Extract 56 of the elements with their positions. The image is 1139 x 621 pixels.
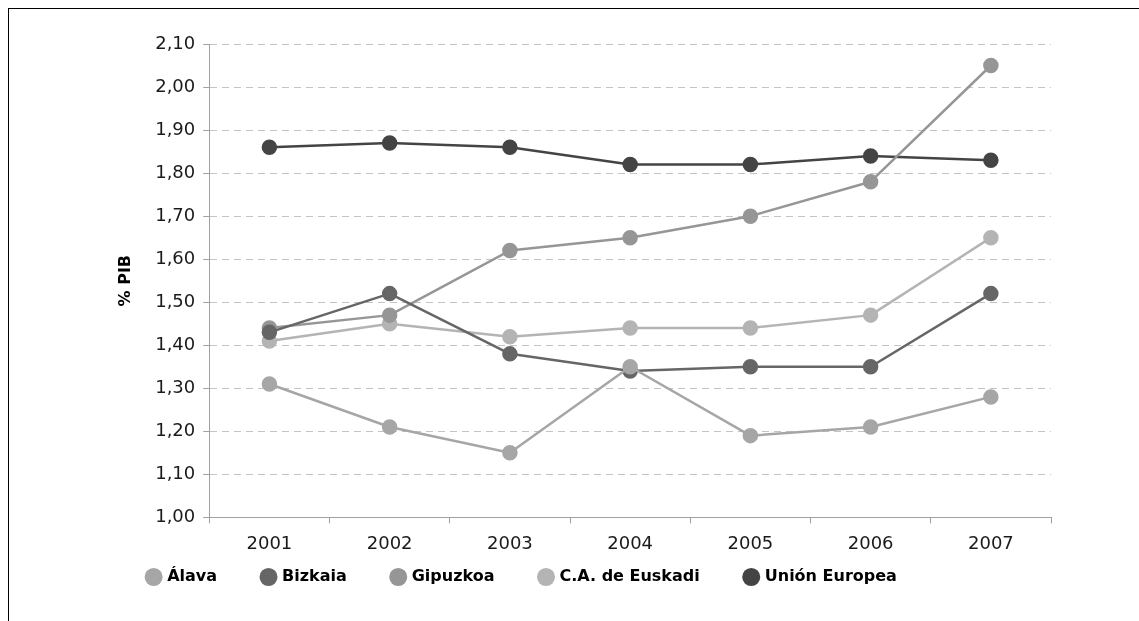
point xyxy=(261,324,278,341)
point xyxy=(983,57,999,74)
x-tick-label: 2002 xyxy=(366,531,413,553)
point xyxy=(381,285,398,302)
legend-label: C.A. de Euskadi xyxy=(559,566,700,586)
x-tick-label: 2005 xyxy=(727,531,774,553)
y-tick-label: 2,00 xyxy=(155,74,196,96)
x-tick-label: 2006 xyxy=(847,531,894,553)
x-tick-label: 2007 xyxy=(967,531,1014,553)
point xyxy=(742,427,759,444)
point xyxy=(261,376,278,392)
legend-label: Álava xyxy=(167,566,218,586)
x-tick-label: 2001 xyxy=(246,531,293,553)
point xyxy=(742,359,759,375)
point xyxy=(983,229,999,246)
point xyxy=(502,346,518,362)
point xyxy=(622,359,638,375)
point xyxy=(983,285,999,302)
point xyxy=(622,229,638,246)
point xyxy=(983,389,999,405)
point xyxy=(862,173,879,190)
point xyxy=(381,307,398,323)
point xyxy=(381,135,398,151)
y-tick-label: 1,40 xyxy=(155,332,196,354)
y-tick-label: 1,50 xyxy=(155,289,196,311)
point xyxy=(502,328,518,345)
x-tick-label: 2004 xyxy=(607,531,654,553)
point xyxy=(983,152,999,168)
point xyxy=(502,445,518,461)
y-tick-label: 2,10 xyxy=(155,31,196,53)
y-tick-label: 1,20 xyxy=(155,419,196,440)
point xyxy=(622,156,638,173)
point xyxy=(742,156,759,173)
point xyxy=(862,307,879,323)
y-tick-label: 1,70 xyxy=(155,203,196,225)
y-tick-label: 1,90 xyxy=(155,117,196,139)
y-axis-title: % PIB xyxy=(114,254,134,307)
point xyxy=(742,320,759,336)
point xyxy=(742,208,759,224)
point xyxy=(381,419,398,435)
legend-label: Gipuzkoa xyxy=(411,566,495,586)
y-tick-label: 1,30 xyxy=(155,375,196,397)
x-tick-label: 2003 xyxy=(486,531,533,553)
legend-label: Bizkaia xyxy=(282,566,347,586)
y-tick-label: 1,10 xyxy=(155,462,196,484)
point xyxy=(502,139,518,156)
point xyxy=(502,242,518,259)
point xyxy=(862,359,879,375)
y-tick-label: 1,60 xyxy=(155,246,196,268)
point xyxy=(862,148,879,164)
point xyxy=(622,320,638,336)
point xyxy=(261,139,278,156)
y-tick-label: 1,80 xyxy=(155,160,196,182)
y-tick-label: 1,00 xyxy=(155,505,196,527)
legend-label: Unión Europea xyxy=(764,566,897,586)
point xyxy=(862,419,879,435)
